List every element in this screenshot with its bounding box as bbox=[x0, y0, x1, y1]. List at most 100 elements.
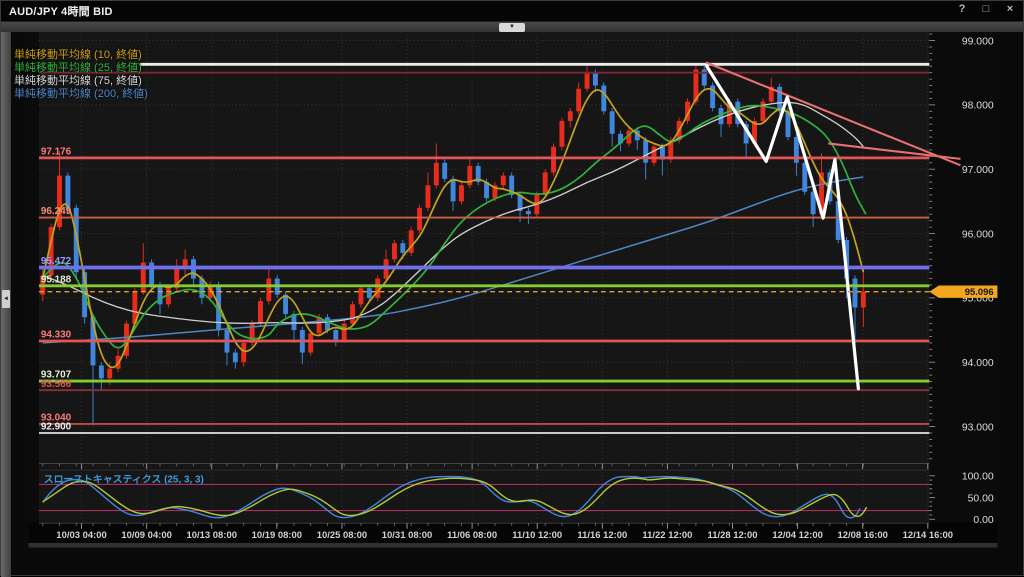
candle bbox=[433, 162, 439, 186]
current-price-value: 95.096 bbox=[965, 287, 994, 298]
level-label-93.566: 93.566 bbox=[41, 379, 72, 390]
candle bbox=[500, 175, 506, 186]
price-tick-label: 94.000 bbox=[962, 358, 994, 369]
time-tick-label: 12/14 16:00 bbox=[903, 530, 953, 541]
legend-item-3[interactable]: 単純移動平均線 (200, 終値) bbox=[14, 88, 148, 100]
candle bbox=[57, 175, 62, 228]
candle bbox=[324, 317, 330, 331]
candle bbox=[341, 323, 347, 340]
stoch-panel: スローストキャスティクス (25, 3, 3) bbox=[38, 469, 930, 519]
candle bbox=[450, 178, 456, 202]
candle bbox=[726, 101, 732, 125]
maximize-button[interactable]: □ bbox=[982, 3, 990, 15]
candle bbox=[73, 207, 79, 273]
candle bbox=[107, 368, 113, 379]
chevron-down-icon: ▼ bbox=[509, 24, 515, 30]
time-tick-label: 12/08 16:00 bbox=[837, 530, 887, 541]
candle bbox=[852, 278, 858, 308]
candle bbox=[199, 278, 205, 298]
candles-layer bbox=[40, 62, 866, 426]
time-tick-label: 12/04 12:00 bbox=[772, 530, 822, 541]
level-label-97.176: 97.176 bbox=[41, 147, 72, 158]
stoch-axis[interactable]: 100.00 50.00 0.00 bbox=[929, 472, 994, 527]
candle bbox=[777, 86, 783, 112]
candle bbox=[241, 342, 247, 363]
legend-item-1[interactable]: 単純移動平均線 (25, 終値) bbox=[14, 62, 142, 74]
annotation-zigzag[interactable] bbox=[705, 64, 860, 391]
level-label-93.04: 93.040 bbox=[41, 413, 72, 424]
candle bbox=[718, 108, 724, 125]
current-price-badge: 95.096 bbox=[929, 285, 998, 298]
stoch-tick-label: 50.00 bbox=[968, 493, 994, 504]
candle bbox=[793, 137, 799, 163]
toolbar-collapse-button[interactable]: ▼ bbox=[499, 23, 525, 32]
time-tick-label: 10/31 08:00 bbox=[382, 530, 432, 541]
price-tick-label: 95.000 bbox=[962, 294, 994, 305]
trendline-1[interactable] bbox=[705, 61, 961, 167]
stoch-tick-label: 0.00 bbox=[973, 515, 993, 526]
legend-item-0[interactable]: 単純移動平均線 (10, 終値) bbox=[14, 49, 142, 61]
candle bbox=[350, 304, 356, 324]
chevron-left-icon: ◄ bbox=[3, 296, 9, 302]
level-label-95.472: 95.472 bbox=[41, 256, 72, 267]
candle bbox=[149, 262, 155, 286]
price-levels: 97.176 96.249 95.472 95.188 94.330 93.70793.5… bbox=[38, 62, 930, 434]
time-tick-label: 10/13 08:00 bbox=[187, 530, 237, 541]
candle bbox=[417, 207, 423, 231]
price-axis[interactable]: 99.000 98.000 97.000 96.000 95.000 94.000 93.0… bbox=[929, 33, 994, 460]
window-title: AUD/JPY 4時間 BID bbox=[9, 6, 113, 18]
candle bbox=[768, 86, 774, 102]
help-button[interactable]: ? bbox=[958, 3, 966, 15]
time-tick-label: 10/19 08:00 bbox=[252, 530, 302, 541]
stoch-plot-background bbox=[38, 470, 930, 523]
toolbar-strip: ▼ bbox=[1, 21, 1023, 32]
main-plot-time-ticks bbox=[38, 462, 930, 470]
candle bbox=[584, 72, 590, 89]
candle bbox=[258, 301, 263, 324]
candle bbox=[743, 124, 749, 144]
candle bbox=[182, 259, 188, 269]
candle bbox=[165, 288, 171, 305]
candle bbox=[308, 333, 314, 353]
candle bbox=[458, 185, 464, 202]
candle bbox=[132, 291, 138, 324]
candle bbox=[525, 211, 531, 215]
candle bbox=[283, 294, 289, 314]
candle bbox=[442, 162, 448, 179]
candle bbox=[140, 262, 146, 292]
candle bbox=[835, 201, 841, 240]
legend-item-2[interactable]: 単純移動平均線 (75, 終値) bbox=[14, 75, 142, 87]
time-tick-label: 10/09 04:00 bbox=[121, 530, 171, 541]
candle bbox=[860, 291, 866, 308]
time-tick-label: 10/03 04:00 bbox=[56, 530, 106, 541]
price-tick-label: 98.000 bbox=[962, 101, 994, 112]
candle bbox=[266, 278, 272, 302]
candle bbox=[601, 85, 607, 112]
price-tick-label: 99.000 bbox=[962, 36, 994, 47]
candle bbox=[492, 185, 498, 199]
candle bbox=[819, 172, 824, 215]
candle bbox=[752, 120, 757, 144]
candle bbox=[333, 330, 339, 340]
candle bbox=[542, 172, 548, 195]
time-axis[interactable]: 10/03 04:00 10/09 04:00 10/13 08:00 10/19 0… bbox=[38, 522, 953, 541]
candle bbox=[551, 146, 557, 173]
close-button[interactable]: × bbox=[1006, 3, 1014, 15]
left-panel-strip: ◄ bbox=[1, 32, 11, 577]
trendline-2[interactable] bbox=[828, 142, 961, 160]
time-tick-label: 11/10 12:00 bbox=[512, 530, 562, 541]
candle bbox=[48, 227, 54, 276]
candle bbox=[484, 182, 490, 199]
panel-collapse-button[interactable]: ◄ bbox=[2, 290, 10, 308]
candle bbox=[559, 120, 565, 147]
chart-canvas[interactable]: 97.176 96.249 95.472 95.188 94.330 93.70793.5… bbox=[1, 32, 1024, 577]
candle bbox=[358, 288, 364, 305]
candle bbox=[232, 352, 238, 363]
time-tick-label: 11/16 12:00 bbox=[577, 530, 627, 541]
candle bbox=[659, 146, 665, 160]
candle bbox=[643, 140, 649, 163]
candle bbox=[316, 317, 322, 334]
time-tick-label: 11/22 12:00 bbox=[642, 530, 692, 541]
candle bbox=[634, 130, 640, 141]
